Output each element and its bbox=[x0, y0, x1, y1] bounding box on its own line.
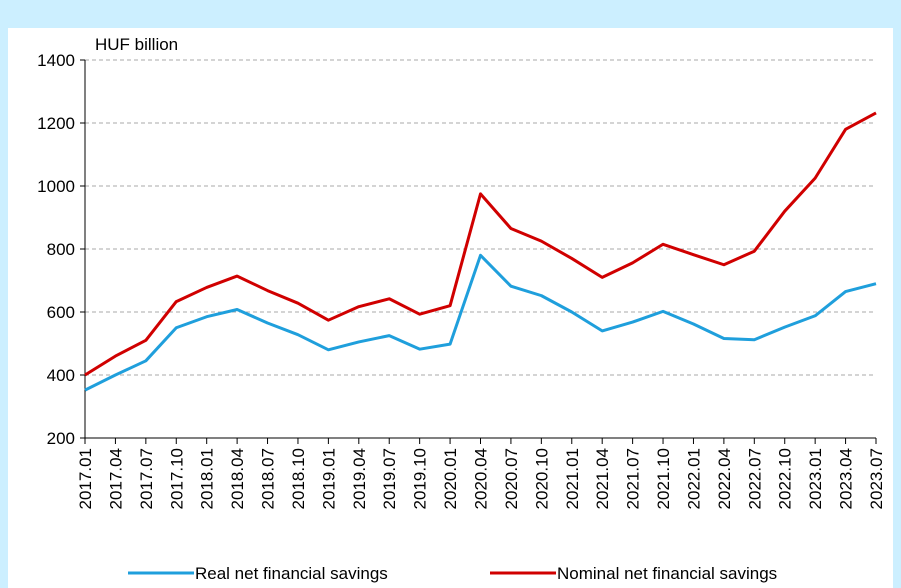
x-tick-label: 2018.10 bbox=[289, 448, 308, 509]
x-tick-label: 2021.04 bbox=[593, 448, 612, 509]
x-tick-label: 2017.04 bbox=[106, 448, 125, 509]
x-tick-label: 2019.07 bbox=[380, 448, 399, 509]
legend-label: Real net financial savings bbox=[195, 564, 388, 583]
x-tick-label: 2023.07 bbox=[867, 448, 886, 509]
x-tick-label: 2018.07 bbox=[259, 448, 278, 509]
x-tick-label: 2020.07 bbox=[502, 448, 521, 509]
line-series bbox=[84, 111, 877, 377]
x-tick-label: 2020.10 bbox=[532, 448, 551, 509]
x-tick-label: 2023.01 bbox=[806, 448, 825, 509]
line-series bbox=[84, 253, 877, 392]
legend-label: Nominal net financial savings bbox=[557, 564, 777, 583]
x-tick-label: 2019.04 bbox=[350, 448, 369, 509]
y-tick-label: 200 bbox=[47, 429, 75, 448]
x-tick-label: 2018.04 bbox=[228, 448, 247, 509]
x-tick-label: 2017.07 bbox=[137, 448, 156, 509]
x-tick-label: 2019.01 bbox=[319, 448, 338, 509]
y-tick-label: 600 bbox=[47, 303, 75, 322]
x-tick-label: 2022.10 bbox=[776, 448, 795, 509]
y-tick-label: 1200 bbox=[37, 114, 75, 133]
chart-area bbox=[8, 28, 893, 588]
x-tick-label: 2021.01 bbox=[563, 448, 582, 509]
y-tick-label: 800 bbox=[47, 240, 75, 259]
x-tick-label: 2018.01 bbox=[198, 448, 217, 509]
x-tick-label: 2022.04 bbox=[715, 448, 734, 509]
x-tick-label: 2017.10 bbox=[167, 448, 186, 509]
x-tick-label: 2017.01 bbox=[76, 448, 95, 509]
x-tick-label: 2021.07 bbox=[624, 448, 643, 509]
y-tick-label: 1000 bbox=[37, 177, 75, 196]
y-tick-label: 400 bbox=[47, 366, 75, 385]
x-tick-label: 2023.04 bbox=[837, 448, 856, 509]
x-tick-label: 2019.10 bbox=[411, 448, 430, 509]
x-tick-label: 2020.01 bbox=[441, 448, 460, 509]
x-tick-label: 2022.07 bbox=[745, 448, 764, 509]
x-tick-label: 2021.10 bbox=[654, 448, 673, 509]
x-tick-label: 2020.04 bbox=[472, 448, 491, 509]
y-tick-label: 1400 bbox=[37, 51, 75, 70]
x-tick-label: 2022.01 bbox=[684, 448, 703, 509]
y-axis-label: HUF billion bbox=[95, 35, 178, 54]
